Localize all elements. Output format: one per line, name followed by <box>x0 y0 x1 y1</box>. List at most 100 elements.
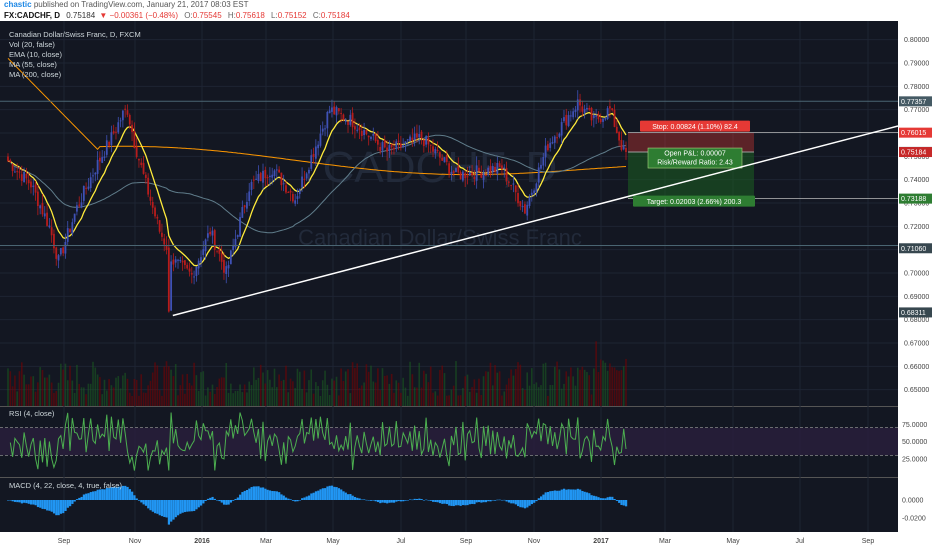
candle-body <box>257 174 260 182</box>
candle-body <box>110 132 113 145</box>
volume-bar <box>43 377 46 406</box>
macd-histogram-bar <box>227 500 230 505</box>
candle-body <box>275 169 278 171</box>
candle-body <box>298 189 301 195</box>
price-tick-label: 0.80000 <box>904 37 929 44</box>
macd-histogram-bar <box>165 500 168 518</box>
volume-bar <box>321 380 324 406</box>
macd-histogram-bar <box>259 487 262 500</box>
macd-histogram-bar <box>353 496 357 500</box>
candle-body <box>514 185 517 193</box>
candle-body <box>505 168 508 181</box>
time-tick-label: May <box>326 538 340 545</box>
candle-body <box>544 145 547 158</box>
time-tick-label: Mar <box>659 538 672 545</box>
candle-body <box>482 172 485 180</box>
volume-bar <box>397 382 400 406</box>
candle-body <box>190 273 193 275</box>
candle-body <box>367 135 370 138</box>
macd-histogram-bar <box>112 487 115 500</box>
volume-bar <box>370 365 372 406</box>
candle-body <box>27 179 30 184</box>
macd-histogram-bar <box>590 495 593 500</box>
candle-body <box>521 206 524 208</box>
candle-body <box>363 130 365 136</box>
price-tick-label: 0.68000 <box>904 317 929 324</box>
volume-bar <box>122 375 124 406</box>
macd-histogram-bar <box>613 498 616 500</box>
candle-body <box>560 122 563 136</box>
legend-ma55[interactable]: MA (55, close) <box>9 60 57 69</box>
macd-title[interactable]: MACD (4, 22, close, 4, true, false) <box>9 481 122 490</box>
volume-bar <box>126 378 129 406</box>
candle-body <box>195 266 198 276</box>
legend-ma200[interactable]: MA (200, close) <box>9 70 62 79</box>
stop-label-box <box>640 120 750 132</box>
price-tick-label: 0.77000 <box>904 107 929 114</box>
candle-body <box>140 162 143 166</box>
rsi-title[interactable]: RSI (4, close) <box>9 409 55 418</box>
candle-body <box>9 160 12 163</box>
macd-histogram-bar <box>533 500 536 503</box>
candle-body <box>551 142 554 144</box>
price-tick-label: 0.67000 <box>904 341 929 348</box>
volume-bar <box>567 376 570 406</box>
candle-body <box>223 260 225 273</box>
volume-bar <box>25 384 28 406</box>
macd-histogram-bar <box>521 500 524 508</box>
macd-histogram-bar <box>512 500 515 504</box>
volume-bar <box>551 384 554 406</box>
candle-body <box>574 109 577 113</box>
macd-histogram-bar <box>271 491 274 500</box>
macd-histogram-bar <box>39 500 42 508</box>
macd-histogram-bar <box>32 500 35 505</box>
volume-bar <box>193 362 195 406</box>
macd-histogram-bar <box>89 492 92 500</box>
macd-histogram-bar <box>425 499 428 501</box>
price-tag-box <box>899 147 932 158</box>
candle-body <box>404 141 407 145</box>
candle-body <box>289 190 292 193</box>
price-tag-box <box>899 193 932 204</box>
volume-bar <box>501 395 503 406</box>
candle-body <box>211 230 214 236</box>
candle-body <box>586 107 588 110</box>
publisher-bar: chastic published on TradingView.com, Ja… <box>0 0 932 10</box>
candle-body <box>501 165 503 170</box>
volume-bar <box>473 379 476 406</box>
candle-body <box>583 108 586 114</box>
volume-bar <box>524 389 526 406</box>
candle-body <box>135 146 138 158</box>
volume-bar <box>87 383 90 406</box>
candle-body <box>183 260 186 266</box>
legend-ema[interactable]: EMA (10, close) <box>9 50 62 59</box>
candle-body <box>250 181 253 190</box>
candle-body <box>354 126 356 130</box>
volume-bar <box>528 385 531 406</box>
volume-bar <box>243 384 246 406</box>
macd-histogram-bar <box>114 487 118 500</box>
volume-bar <box>149 380 152 406</box>
chart-canvas[interactable]: 0.800000.790000.780000.770000.760000.750… <box>0 21 932 550</box>
volume-bar <box>616 370 618 406</box>
candle-body <box>25 173 28 179</box>
volume-bar <box>510 369 512 406</box>
macd-histogram-bar <box>110 487 113 500</box>
volume-bar <box>379 390 381 406</box>
publisher-user[interactable]: chastic <box>4 0 32 9</box>
macd-histogram-bar <box>163 500 166 517</box>
legend-volume[interactable]: Vol (20, false) <box>9 40 55 49</box>
candle-body <box>98 157 101 162</box>
volume-bar <box>526 372 529 406</box>
macd-histogram-bar <box>18 500 21 503</box>
rsi-line <box>9 412 627 471</box>
volume-bar <box>296 368 299 406</box>
candle-body <box>328 110 331 114</box>
volume-bar <box>388 383 391 406</box>
macd-histogram-bar <box>551 490 554 500</box>
volume-bar <box>227 392 230 406</box>
candle-body <box>620 139 623 150</box>
macd-histogram-bar <box>450 500 453 506</box>
time-tick-label: Jul <box>397 538 406 545</box>
candle-body <box>512 183 515 185</box>
